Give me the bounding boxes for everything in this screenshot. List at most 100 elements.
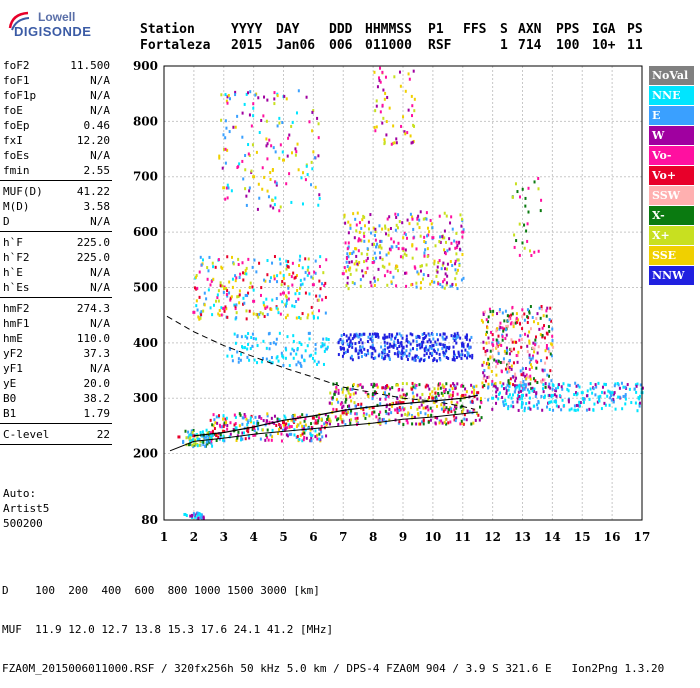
echo-point (422, 340, 425, 344)
echo-point (390, 333, 393, 337)
muf-row: MUF 11.9 12.0 12.7 13.8 15.3 17.6 24.1 4… (2, 623, 334, 636)
echo-point (473, 395, 476, 399)
echo-point (191, 443, 194, 447)
echo-point (524, 196, 527, 200)
echo-point (315, 294, 318, 298)
echo-point (567, 400, 570, 404)
echo-point (239, 358, 242, 362)
echo-point (491, 355, 494, 359)
echo-point (465, 335, 468, 339)
echo-point (269, 433, 272, 437)
echo-point (345, 269, 348, 273)
echo-point (450, 409, 453, 413)
echo-point (281, 300, 284, 304)
echo-point (269, 341, 272, 345)
echo-point (439, 333, 442, 337)
echo-point (195, 304, 198, 308)
echo-point (251, 332, 254, 336)
echo-point (522, 380, 525, 384)
echo-point (253, 429, 256, 433)
echo-point (531, 386, 534, 390)
echo-point (427, 420, 430, 424)
echo-point (406, 131, 409, 135)
echo-point (260, 118, 263, 122)
echo-point (318, 193, 321, 197)
echo-point (225, 186, 228, 190)
echo-point (424, 406, 427, 410)
echo-point (391, 402, 394, 406)
echo-point (265, 421, 268, 425)
echo-point (427, 398, 430, 402)
echo-point (236, 350, 239, 354)
echo-point (347, 241, 350, 245)
val-ps: 11 (627, 38, 643, 53)
echo-point (365, 353, 368, 357)
echo-point (504, 309, 507, 313)
echo-point (296, 346, 299, 350)
echo-point (396, 265, 399, 269)
echo-point (305, 413, 308, 417)
echo-point (317, 154, 320, 158)
echo-point (520, 345, 523, 349)
echo-point (287, 297, 290, 301)
echo-point (252, 102, 255, 106)
trace-point (401, 401, 405, 405)
echo-point (423, 235, 426, 239)
echo-point (624, 397, 627, 401)
echo-point (420, 264, 423, 268)
echo-point (280, 351, 283, 355)
echo-point (455, 240, 458, 244)
echo-point (207, 269, 210, 273)
echo-point (375, 415, 378, 419)
echo-point (487, 366, 490, 370)
echo-point (402, 423, 405, 427)
echo-point (441, 421, 444, 425)
echo-point (241, 111, 244, 115)
val-p1: RSF (428, 38, 452, 53)
echo-point (495, 390, 498, 394)
echo-point (360, 355, 363, 359)
echo-point (543, 378, 546, 382)
echo-point (394, 408, 397, 412)
echo-point (479, 396, 482, 400)
echo-point (229, 296, 232, 300)
echo-point (219, 284, 222, 288)
echo-point (358, 340, 361, 344)
echo-point (513, 245, 516, 249)
echo-point (324, 281, 327, 285)
echo-point (377, 267, 380, 271)
echo-point (478, 418, 481, 422)
echo-point (429, 218, 432, 222)
echo-point (458, 240, 461, 244)
echo-point (455, 246, 458, 250)
echo-point (311, 167, 314, 171)
legend-item: SSW (649, 186, 694, 205)
echo-point (391, 386, 394, 390)
echo-point (504, 367, 507, 371)
echo-point (240, 352, 243, 356)
echo-point (446, 249, 449, 253)
echo-point (297, 297, 300, 301)
echo-point (288, 432, 291, 436)
echo-point (454, 246, 457, 250)
echo-point (612, 400, 615, 404)
echo-point (519, 334, 522, 338)
echo-point (319, 255, 322, 259)
echo-point (496, 327, 499, 331)
echo-point (618, 395, 621, 399)
echo-point (189, 439, 192, 443)
echo-point (237, 294, 240, 298)
echo-point (527, 406, 530, 410)
echo-point (560, 385, 563, 389)
echo-point (220, 118, 223, 122)
echo-point (266, 313, 269, 317)
echo-point (440, 407, 443, 411)
grid (163, 65, 643, 521)
echo-point (348, 418, 351, 422)
param-row: hmF1 N/A (0, 316, 112, 331)
echo-point (451, 227, 454, 231)
echo-point (398, 344, 401, 348)
echo-point (311, 110, 314, 114)
trace-point (431, 344, 435, 348)
echo-point (402, 248, 405, 252)
